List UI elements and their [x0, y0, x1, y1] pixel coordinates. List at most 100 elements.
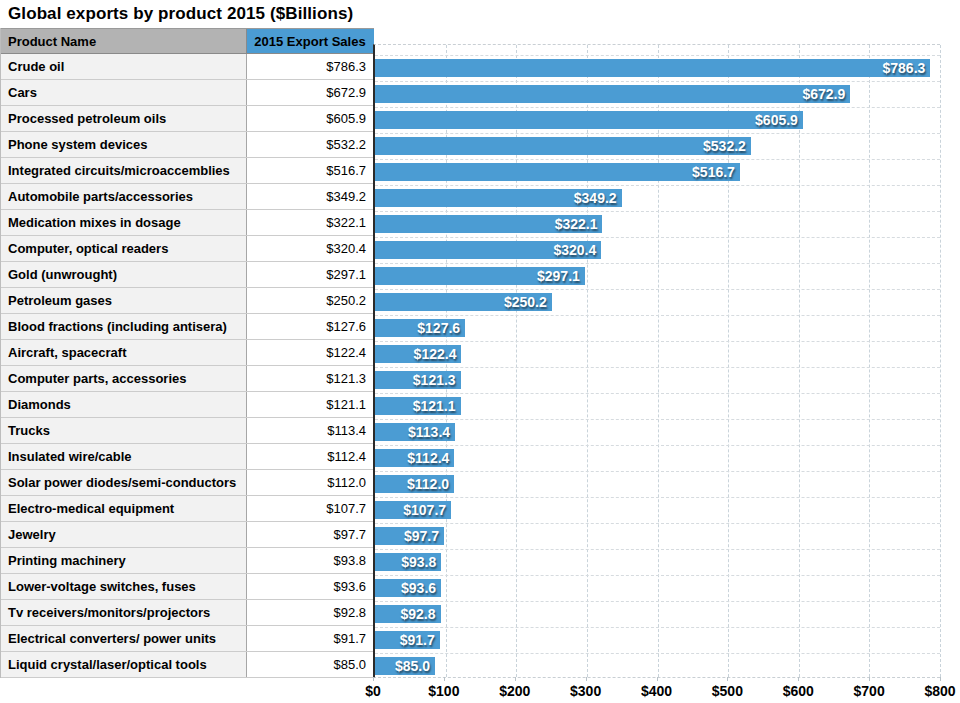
bar-value-label: $127.6 — [417, 319, 465, 337]
horizontal-gridline — [375, 393, 940, 394]
x-tick-mark — [657, 677, 658, 681]
product-name-cell: Crude oil — [1, 54, 247, 79]
product-name-cell: Trucks — [1, 418, 247, 443]
bar: $93.8 — [375, 553, 441, 571]
horizontal-gridline — [375, 497, 940, 498]
bar: $112.0 — [375, 475, 454, 493]
page-title: Global exports by product 2015 ($Billion… — [8, 4, 353, 24]
bar: $127.6 — [375, 319, 465, 337]
horizontal-gridline — [375, 211, 940, 212]
x-tick-label: $300 — [570, 683, 601, 699]
x-tick-mark — [444, 677, 445, 681]
export-sales-cell: $85.0 — [247, 652, 374, 677]
table-row: Aircraft, spacecraft$122.4 — [1, 340, 374, 366]
bar-value-label: $121.1 — [413, 397, 461, 415]
table-row: Computer parts, accessories$121.3 — [1, 366, 374, 392]
bar: $113.4 — [375, 423, 455, 441]
export-sales-cell: $786.3 — [247, 54, 374, 79]
horizontal-gridline — [375, 471, 940, 472]
export-sales-cell: $349.2 — [247, 184, 374, 209]
x-tick-mark — [869, 677, 870, 681]
x-tick-label: $500 — [712, 683, 743, 699]
bar: $322.1 — [375, 215, 602, 233]
export-sales-cell: $97.7 — [247, 522, 374, 547]
bar-value-label: $93.8 — [401, 553, 441, 571]
x-tick-label: $200 — [499, 683, 530, 699]
bar-value-label: $112.0 — [407, 475, 454, 493]
export-sales-cell: $112.4 — [247, 444, 374, 469]
export-sales-cell: $320.4 — [247, 236, 374, 261]
bar: $320.4 — [375, 241, 601, 259]
horizontal-gridline — [375, 549, 940, 550]
bar-value-label: $97.7 — [404, 527, 444, 545]
export-sales-cell: $112.0 — [247, 470, 374, 495]
horizontal-gridline — [375, 185, 940, 186]
horizontal-gridline — [375, 159, 940, 160]
product-name-cell: Phone system devices — [1, 132, 247, 157]
product-name-cell: Printing machinery — [1, 548, 247, 573]
export-sales-cell: $121.1 — [247, 392, 374, 417]
x-tick-label: $600 — [783, 683, 814, 699]
export-sales-cell: $250.2 — [247, 288, 374, 313]
product-name-cell: Tv receivers/monitors/projectors — [1, 600, 247, 625]
table-row: Medication mixes in dosage$322.1 — [1, 210, 374, 236]
x-tick-mark — [586, 677, 587, 681]
product-name-cell: Gold (unwrought) — [1, 262, 247, 287]
horizontal-gridline — [375, 627, 940, 628]
horizontal-gridline — [375, 341, 940, 342]
horizontal-gridline — [375, 419, 940, 420]
product-name-cell: Solar power diodes/semi-conductors — [1, 470, 247, 495]
bar: $112.4 — [375, 449, 454, 467]
x-tick-mark — [515, 677, 516, 681]
product-name-cell: Electro-medical equipment — [1, 496, 247, 521]
product-name-cell: Aircraft, spacecraft — [1, 340, 247, 365]
data-table: Product Name 2015 Export Sales Crude oil… — [0, 28, 374, 678]
product-name-cell: Automobile parts/accessories — [1, 184, 247, 209]
export-sales-cell: $113.4 — [247, 418, 374, 443]
x-tick-mark — [798, 677, 799, 681]
bar: $107.7 — [375, 501, 451, 519]
table-row: Lower-voltage switches, fuses$93.6 — [1, 574, 374, 600]
x-tick-label: $400 — [641, 683, 672, 699]
product-name-cell: Jewelry — [1, 522, 247, 547]
horizontal-gridline — [375, 81, 940, 82]
bar: $516.7 — [375, 163, 740, 181]
bar-value-label: $107.7 — [403, 501, 451, 519]
horizontal-gridline — [375, 55, 940, 56]
product-name-cell: Liquid crystal/laser/optical tools — [1, 652, 247, 677]
product-name-cell: Insulated wire/cable — [1, 444, 247, 469]
horizontal-gridline — [375, 367, 940, 368]
export-sales-cell: $322.1 — [247, 210, 374, 235]
bar: $786.3 — [375, 59, 930, 77]
chart-page: Global exports by product 2015 ($Billion… — [0, 0, 960, 703]
bar: $297.1 — [375, 267, 585, 285]
bar-value-label: $112.4 — [407, 449, 454, 467]
bar-value-label: $121.3 — [413, 371, 461, 389]
table-row: Diamonds$121.1 — [1, 392, 374, 418]
table-row: Gold (unwrought)$297.1 — [1, 262, 374, 288]
bar-value-label: $516.7 — [692, 163, 740, 181]
export-sales-cell: $122.4 — [247, 340, 374, 365]
table-row: Liquid crystal/laser/optical tools$85.0 — [1, 652, 374, 678]
table-row: Crude oil$786.3 — [1, 54, 374, 80]
export-sales-cell: $297.1 — [247, 262, 374, 287]
vertical-gridline — [799, 45, 800, 677]
product-name-cell: Medication mixes in dosage — [1, 210, 247, 235]
x-tick-label: $700 — [854, 683, 885, 699]
table-row: Blood fractions (including antisera)$127… — [1, 314, 374, 340]
horizontal-gridline — [375, 445, 940, 446]
horizontal-gridline — [375, 289, 940, 290]
horizontal-gridline — [375, 315, 940, 316]
table-row: Trucks$113.4 — [1, 418, 374, 444]
export-sales-cell: $107.7 — [247, 496, 374, 521]
table-row: Petroleum gases$250.2 — [1, 288, 374, 314]
bar: $605.9 — [375, 111, 803, 129]
column-header-sales: 2015 Export Sales — [247, 29, 374, 53]
horizontal-gridline — [375, 653, 940, 654]
bar-value-label: $93.6 — [401, 579, 441, 597]
product-name-cell: Electrical converters/ power units — [1, 626, 247, 651]
export-sales-cell: $532.2 — [247, 132, 374, 157]
bar-value-label: $672.9 — [802, 85, 850, 103]
x-axis: $0$100$200$300$400$500$600$700$800 — [373, 677, 940, 701]
x-tick-label: $100 — [428, 683, 459, 699]
